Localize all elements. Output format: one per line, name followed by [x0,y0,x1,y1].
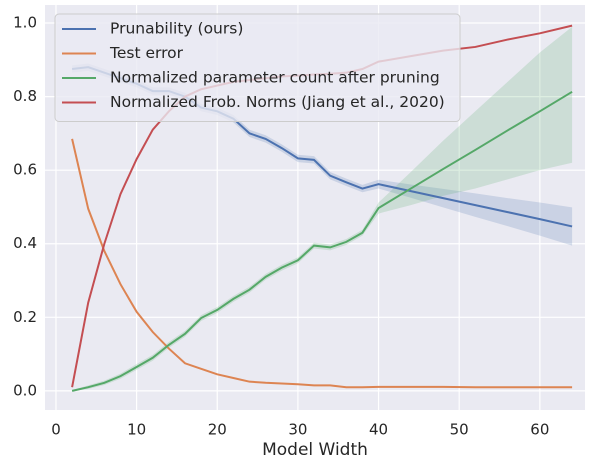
legend-label: Test error [109,44,184,62]
x-tick-label: 50 [450,421,469,439]
y-tick-label: 0.8 [13,87,37,105]
line [71,90,573,392]
x-tick-label: 0 [51,421,61,439]
confidence-band [72,63,573,246]
x-axis-label: Model Width [262,440,368,458]
line [71,138,573,389]
legend-box [54,13,461,122]
x-tick-label: 20 [208,421,227,439]
legend-label: Normalized Frob. Norms (Jiang et al., 20… [110,93,445,111]
y-tick-label: 0.0 [13,381,37,399]
y-tick-label: 0.4 [13,234,37,252]
x-tick-label: 60 [530,421,549,439]
legend-label: Normalized parameter count after pruning [110,69,440,87]
y-tick-label: 0.2 [13,308,37,326]
x-tick-label: 40 [369,421,388,439]
x-tick-label: 10 [127,421,146,439]
legend-label: Prunability (ours) [110,20,243,38]
y-tick-label: 1.0 [13,14,37,32]
y-tick-label: 0.6 [13,161,37,179]
x-tick-label: 30 [288,421,307,439]
